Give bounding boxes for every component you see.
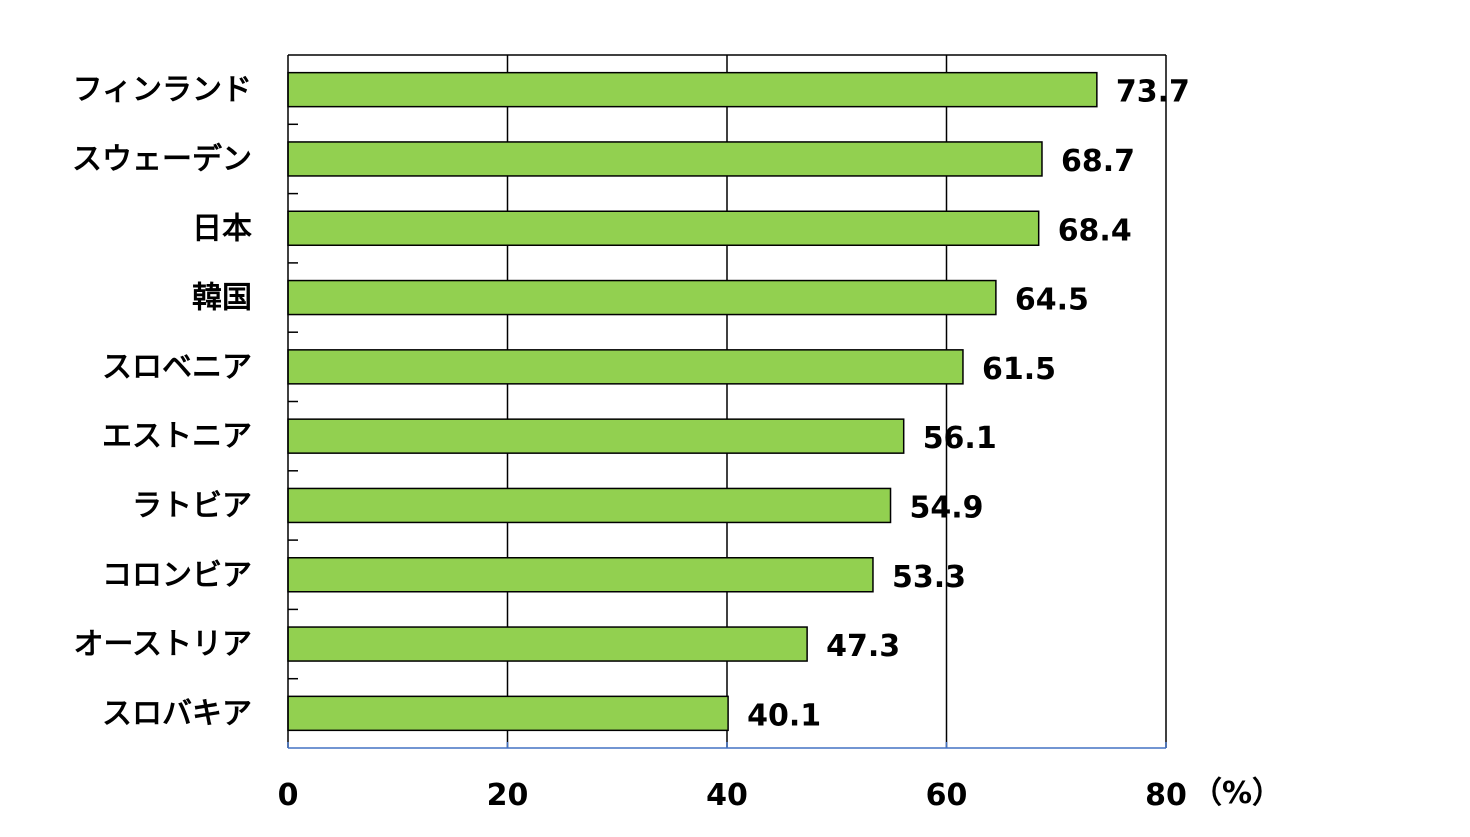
value-labels: 73.7 68.7 68.4 64.5 61.5 56.1 54.9 53.3 47.340.1 bbox=[747, 75, 1190, 734]
category-label: スロベニア bbox=[102, 350, 252, 385]
bar bbox=[287, 71, 1098, 108]
bar bbox=[287, 279, 997, 316]
x-tick-label: 40 bbox=[706, 778, 748, 813]
category-label: コロンビア bbox=[102, 558, 252, 593]
bar bbox=[287, 695, 729, 732]
value-label: 53.3 bbox=[892, 560, 966, 595]
x-tick-label: 60 bbox=[926, 778, 968, 813]
value-label: 64.5 bbox=[1015, 283, 1089, 318]
bar bbox=[287, 418, 905, 454]
bar bbox=[287, 141, 1043, 177]
bar bbox=[287, 210, 1040, 246]
value-label: 47.3 bbox=[826, 629, 900, 664]
category-label: ラトビア bbox=[132, 488, 252, 523]
x-tick-labels: 0 20 40 60 80 bbox=[278, 778, 1187, 813]
value-label: 56.1 bbox=[923, 421, 997, 456]
value-label: 68.7 bbox=[1061, 144, 1135, 179]
plot-frame bbox=[287, 54, 1167, 749]
bar bbox=[287, 557, 874, 593]
x-axis-unit-label: （%） bbox=[1192, 776, 1282, 811]
x-tick-label: 80 bbox=[1145, 778, 1187, 813]
value-label: 54.9 bbox=[910, 490, 984, 525]
value-label: 73.7 bbox=[1116, 75, 1190, 110]
bar bbox=[287, 349, 964, 385]
category-label: エストニア bbox=[102, 419, 252, 454]
value-label: 61.5 bbox=[982, 352, 1056, 387]
x-tick-label: 20 bbox=[487, 778, 529, 813]
category-label: 日本 bbox=[192, 211, 252, 246]
category-label: 韓国 bbox=[192, 281, 252, 316]
category-label: スウェーデン bbox=[72, 142, 252, 177]
x-tick-label: 0 bbox=[278, 778, 299, 813]
bars bbox=[287, 71, 1098, 732]
category-labels: フィンランドスウェーデン日本韓国スロベニアエストニアラトビアコロンビアオーストリ… bbox=[72, 73, 252, 732]
category-label: オーストリア bbox=[74, 627, 253, 662]
bar bbox=[287, 487, 892, 524]
bar bbox=[287, 626, 808, 662]
value-label: 68.4 bbox=[1058, 213, 1132, 248]
value-label: 40.1 bbox=[747, 698, 821, 733]
category-label: スロバキア bbox=[102, 696, 252, 731]
category-label: フィンランド bbox=[73, 73, 252, 108]
